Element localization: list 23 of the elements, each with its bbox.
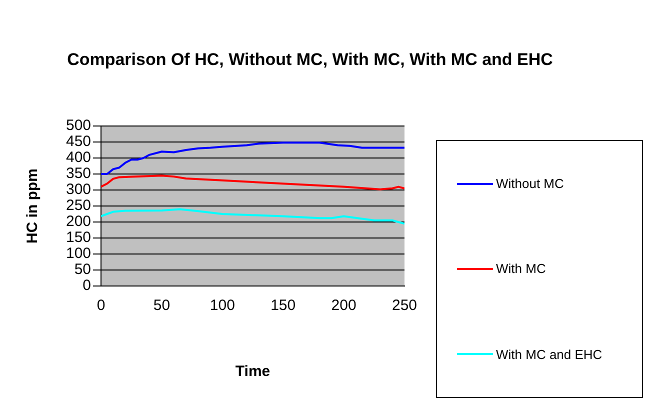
x-tick-label: 50	[153, 297, 170, 314]
x-tick-label: 200	[331, 297, 356, 314]
y-tick-label: 300	[66, 181, 92, 198]
x-tick-label: 150	[270, 297, 296, 314]
x-tick-label: 250	[392, 297, 417, 314]
y-tick-label: 500	[66, 117, 92, 134]
y-axis-title: HC in ppm	[24, 168, 42, 244]
y-tick-label: 450	[66, 133, 92, 150]
y-tick-label: 100	[66, 245, 92, 262]
chart-title: Comparison Of HC, Without MC, With MC, With MC and EHC	[66, 49, 554, 71]
y-tick-label: 350	[66, 165, 92, 182]
y-tick-label: 400	[66, 149, 92, 166]
y-tick-label: 0	[82, 277, 92, 294]
x-tick-label: 100	[210, 297, 235, 314]
y-tick-label: 150	[66, 229, 92, 246]
x-axis-title: Time	[235, 363, 270, 380]
y-tick-label: 200	[66, 213, 92, 230]
legend-label: With MC and EHC	[496, 346, 602, 362]
y-tick-label: 250	[66, 197, 92, 214]
y-tick-label: 50	[74, 261, 92, 278]
x-tick-label: 0	[96, 297, 106, 314]
legend-label: Without MC	[496, 176, 564, 192]
legend-label: With MC	[496, 261, 546, 276]
